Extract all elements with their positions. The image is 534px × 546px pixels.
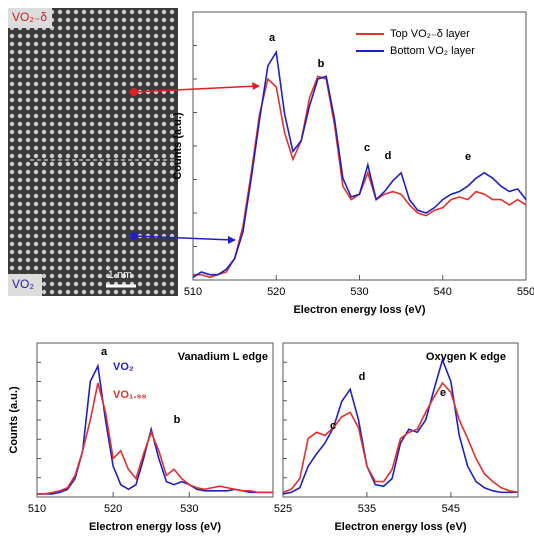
scale-bar-label: 1 nm xyxy=(108,269,132,281)
y-axis-label: Counts (a.u.) xyxy=(8,386,20,454)
x-tick-label: 520 xyxy=(267,286,285,298)
x-tick-label: 510 xyxy=(184,286,202,298)
peak-label: a xyxy=(101,346,108,358)
peak-label: b xyxy=(174,414,181,426)
peak-label: e xyxy=(465,151,471,163)
peak-label: e xyxy=(440,387,446,399)
x-tick-label: 525 xyxy=(274,503,292,515)
spectrum-line xyxy=(282,381,519,494)
peak-label: c xyxy=(364,142,370,154)
panel-title: Oxygen K edge xyxy=(426,351,506,363)
arrow-head xyxy=(228,236,236,244)
y-axis-label: Counts (a.u.) xyxy=(172,112,184,180)
x-axis-label: Electron energy loss (eV) xyxy=(293,304,425,316)
peak-label: a xyxy=(269,32,276,44)
x-tick-label: 550 xyxy=(517,286,534,298)
label-box xyxy=(8,274,42,296)
legend-label: VO₁.₉₈ xyxy=(113,389,147,401)
x-tick-label: 530 xyxy=(350,286,368,298)
plot-frame xyxy=(192,11,527,281)
arrow-head xyxy=(252,82,260,90)
legend-label: VO₂ xyxy=(113,361,134,373)
spectrum-line xyxy=(37,382,273,495)
plot-frame xyxy=(36,342,274,498)
stem-image: VO₂₋δ VO₂ 1 nm xyxy=(8,8,260,296)
spectrum-line xyxy=(282,357,518,495)
plot-frame xyxy=(282,342,519,498)
legend-label: Bottom VO₂ layer xyxy=(390,45,475,57)
x-tick-label: 520 xyxy=(104,503,122,515)
x-tick-label: 530 xyxy=(180,503,198,515)
x-tick-label: 540 xyxy=(434,286,452,298)
x-axis-label: Electron energy loss (eV) xyxy=(89,521,221,533)
peak-label: b xyxy=(318,58,325,70)
arrow xyxy=(133,85,259,93)
arrow xyxy=(133,235,233,241)
panel-title: Vanadium L edge xyxy=(178,351,268,363)
x-tick-label: 510 xyxy=(28,503,46,515)
atom-lattice xyxy=(8,8,178,296)
top-layer-label: VO₂₋δ xyxy=(12,10,47,24)
peak-label: d xyxy=(385,150,392,162)
x-tick-label: 535 xyxy=(358,503,376,515)
spectrum-line xyxy=(37,363,273,495)
spectrum-line xyxy=(193,75,527,279)
spectrum-line xyxy=(192,49,527,278)
peak-label: c xyxy=(330,420,336,432)
x-tick-label: 545 xyxy=(442,503,460,515)
bottom-layer-label: VO₂ xyxy=(12,277,34,291)
legend-label: Top VO₂₋δ layer xyxy=(390,28,470,40)
peak-label: d xyxy=(359,371,366,383)
label-box xyxy=(8,8,52,28)
x-axis-label: Electron energy loss (eV) xyxy=(334,521,466,533)
